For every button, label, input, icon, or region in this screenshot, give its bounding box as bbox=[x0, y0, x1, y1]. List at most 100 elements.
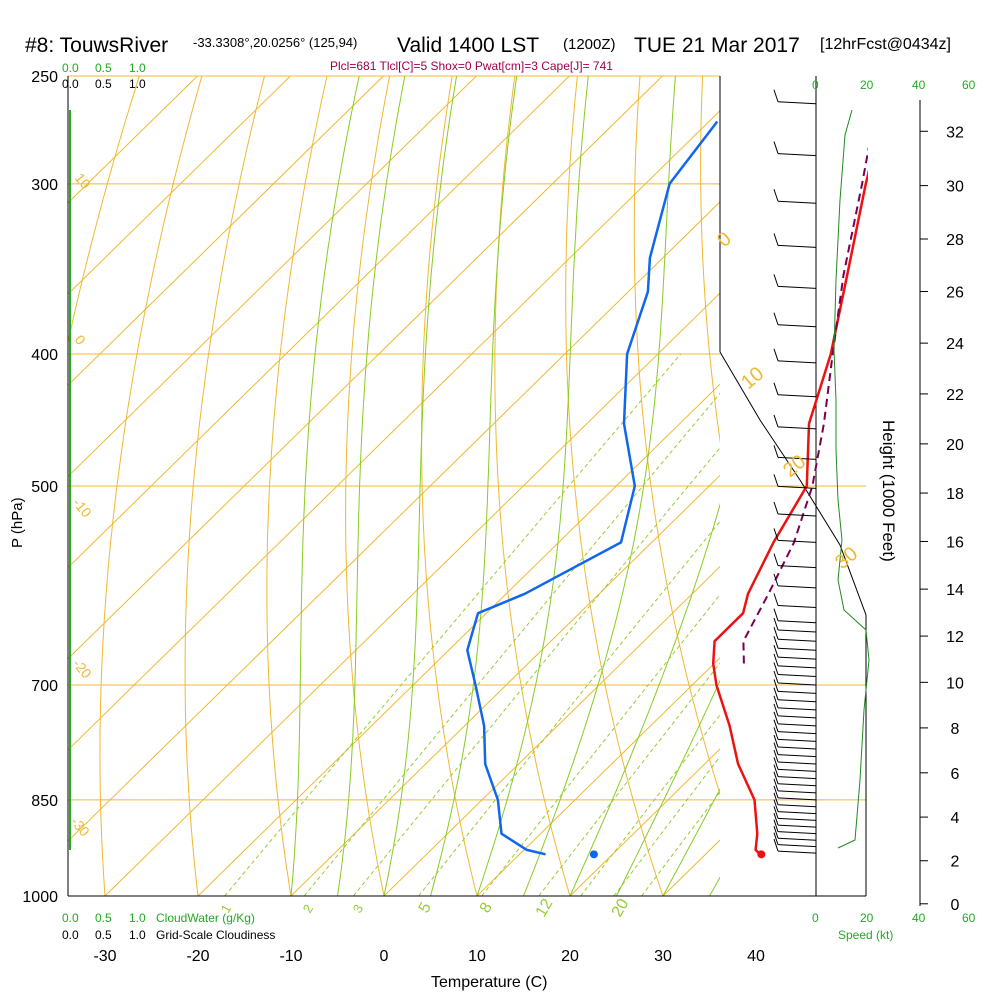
moist-adiabat-line bbox=[662, 788, 720, 896]
height-tick-label: 20 bbox=[946, 437, 964, 454]
mixratio-label-20: 20 bbox=[609, 896, 633, 920]
wind-speed-profile bbox=[833, 109, 870, 849]
temperature-tick-label: 0 bbox=[380, 948, 389, 965]
wind-barb-flag bbox=[773, 89, 779, 102]
height-tick-label: 28 bbox=[946, 232, 964, 249]
wind-barb-flag bbox=[773, 501, 779, 515]
pressure-tick-label: 400 bbox=[31, 347, 58, 364]
dry-adiabat-line bbox=[889, 52, 1000, 925]
wind-barb-shaft bbox=[777, 101, 817, 105]
wind-barb-flag bbox=[773, 528, 779, 541]
wind-barb-shaft bbox=[777, 776, 817, 780]
wind-barb-flag bbox=[773, 627, 779, 640]
wind-barbs bbox=[773, 89, 817, 854]
moist-adiabat-lines bbox=[290, 76, 720, 896]
wind-barb-shaft bbox=[777, 797, 817, 801]
mixing-ratio-line bbox=[641, 791, 720, 896]
wind-barb-flag bbox=[773, 785, 779, 799]
wind-barb-flag bbox=[773, 749, 779, 763]
wind-barb-flag bbox=[773, 670, 779, 684]
wind-barb-shaft bbox=[777, 638, 817, 642]
wind-barb-flag bbox=[773, 636, 779, 649]
wind-barb-shaft bbox=[777, 783, 817, 787]
cw-top-green-1: 0.5 bbox=[95, 61, 112, 75]
pressure-tick-label: 700 bbox=[31, 678, 58, 695]
wind-barb-shaft bbox=[777, 456, 817, 460]
speed-top-20: 20 bbox=[860, 78, 874, 92]
height-tick-label: 0 bbox=[951, 897, 960, 914]
theta-left-label-10: 10 bbox=[72, 170, 94, 192]
moist-adiabat-line bbox=[616, 679, 720, 896]
height-tick-label: 24 bbox=[946, 336, 964, 353]
mixing-ratio-line bbox=[303, 392, 720, 896]
wind-barb-shaft bbox=[777, 790, 817, 794]
cw-bot-green-2: 1.0 bbox=[129, 911, 146, 925]
wind-barb-flag bbox=[773, 838, 779, 852]
moist-adiabat-line bbox=[383, 76, 458, 896]
dry-adiabat-line bbox=[494, 76, 571, 896]
dry-adiabat-lines bbox=[68, 52, 1000, 925]
dry-adiabat-line bbox=[68, 76, 140, 345]
wind-barb-shaft bbox=[777, 539, 817, 543]
speed-top-60: 60 bbox=[962, 78, 976, 92]
surface-temperature-point bbox=[757, 850, 766, 859]
wind-barb-flag bbox=[773, 608, 779, 621]
mixing-ratio-line bbox=[613, 755, 720, 896]
wind-barb-flag bbox=[773, 695, 779, 709]
wind-barb-flag bbox=[773, 662, 779, 675]
pressure-axis-label: P (hPa) bbox=[9, 497, 26, 548]
wind-barb-shaft bbox=[777, 200, 817, 204]
cw-bot-green-1: 0.5 bbox=[95, 911, 112, 925]
moist-adiabat-line bbox=[337, 76, 406, 896]
wind-barb-flag bbox=[773, 771, 779, 784]
wind-panel-boundary bbox=[719, 351, 867, 896]
speed-label: Speed (kt) bbox=[838, 928, 893, 942]
moist-adiabat-line bbox=[290, 76, 360, 896]
adiabat-label-0: 0 bbox=[713, 228, 736, 252]
wind-barb-flag bbox=[773, 189, 779, 202]
wind-barb-flag bbox=[773, 799, 779, 812]
wind-barb-flag bbox=[773, 348, 779, 361]
height-tick-label: 26 bbox=[946, 285, 964, 302]
wind-barb-shaft bbox=[777, 837, 817, 841]
wind-barb-shaft bbox=[777, 768, 817, 772]
dry-adiabat-line bbox=[421, 76, 478, 896]
height-tick-label: 2 bbox=[951, 854, 960, 871]
wind-barb-shaft bbox=[777, 707, 817, 711]
wind-barb-shaft bbox=[777, 360, 817, 364]
moist-adiabat-line bbox=[476, 76, 589, 896]
dewpoint-line bbox=[466, 120, 719, 856]
dry-adiabat-line bbox=[828, 52, 1000, 925]
wind-barb-shaft bbox=[777, 746, 817, 750]
isotherm-line bbox=[68, 76, 291, 295]
wind-barb-flag bbox=[773, 687, 779, 700]
wind-barb-flag bbox=[773, 812, 779, 826]
dry-adiabat-line bbox=[184, 76, 266, 896]
wind-barb-shaft bbox=[777, 485, 817, 489]
dry-adiabat-line bbox=[99, 76, 203, 896]
temperature-tick-label: 20 bbox=[561, 948, 579, 965]
wind-barb-flag bbox=[773, 719, 779, 732]
wind-barb-shaft bbox=[777, 699, 817, 703]
wind-barb-flag bbox=[773, 806, 779, 819]
speed-bot-20: 20 bbox=[860, 911, 874, 925]
surface-dewpoint-point bbox=[589, 850, 598, 859]
station-title: #8: TouwsRiver bbox=[25, 34, 168, 57]
station-coords: -33.3308°,20.0256° (125,94) bbox=[193, 35, 357, 50]
temperature-tick-label: 30 bbox=[654, 948, 672, 965]
speed-top-40: 40 bbox=[912, 78, 926, 92]
moist-adiabat-line bbox=[430, 76, 518, 896]
wind-barb-shaft bbox=[777, 244, 817, 248]
wind-barb-flag bbox=[773, 653, 779, 667]
mixing-ratio-line bbox=[418, 520, 720, 896]
wind-barb-flag bbox=[773, 727, 779, 740]
mixing-ratio-line bbox=[224, 353, 682, 896]
height-tick-label: 32 bbox=[946, 124, 964, 141]
dry-adiabat-line bbox=[565, 76, 664, 896]
wind-barb-flag bbox=[773, 792, 779, 805]
wind-barb-shaft bbox=[777, 604, 817, 608]
wind-barb-flag bbox=[773, 553, 779, 566]
pressure-tick-label: 500 bbox=[31, 479, 58, 496]
wind-barb-shaft bbox=[777, 665, 817, 669]
